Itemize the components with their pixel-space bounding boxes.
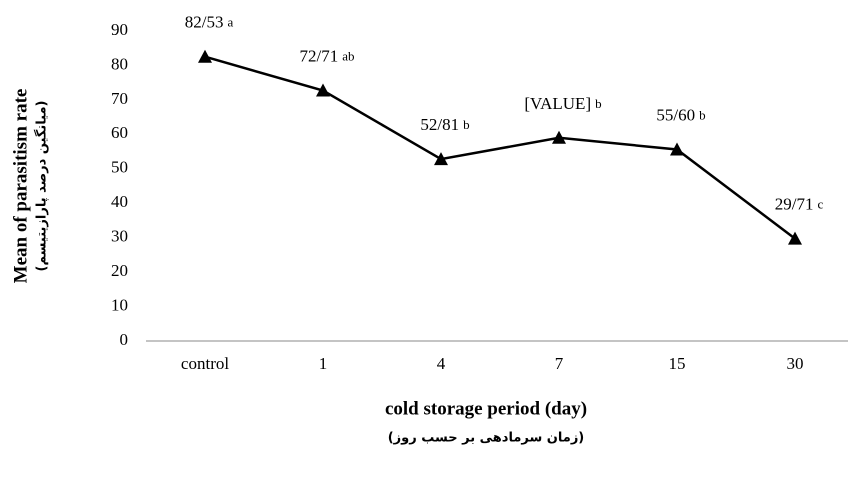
y-tick-label: 70 (111, 89, 128, 108)
y-tick-label: 0 (120, 330, 129, 349)
x-tick-label: 7 (555, 354, 564, 373)
x-tick-label: 15 (669, 354, 686, 373)
y-tick-label: 30 (111, 227, 128, 246)
marker (788, 231, 802, 245)
y-tick-label: 90 (111, 20, 128, 39)
y-axis-subtitle: (میانگین درصد پارازیتیسم) (34, 101, 50, 272)
y-tick-label: 10 (111, 295, 128, 314)
x-tick-label: 1 (319, 354, 328, 373)
letter-label: c (817, 197, 823, 212)
letter-label: b (595, 96, 602, 111)
x-tick-label: control (181, 354, 229, 373)
letter-label: a (227, 15, 233, 30)
marker (670, 142, 684, 156)
value-label: 52/81 (420, 115, 459, 134)
data-label: [VALUE] b (524, 94, 601, 113)
y-tick-label: 40 (111, 192, 128, 211)
marker (316, 83, 330, 97)
marker (198, 49, 212, 63)
x-tick-label: 30 (787, 354, 804, 373)
x-axis-title: cold storage period (day) (385, 398, 587, 419)
y-tick-label: 50 (111, 158, 128, 177)
line (204, 55, 796, 240)
value-label: 55/60 (656, 105, 695, 124)
y-tick-label: 20 (111, 261, 128, 280)
value-label: 72/71 (299, 46, 338, 65)
value-label: 29/71 (775, 195, 814, 214)
value-label: 82/53 (185, 13, 224, 32)
data-label: 72/71 ab (299, 46, 354, 65)
value-label: [VALUE] (524, 94, 591, 113)
y-tick-label: 60 (111, 123, 128, 142)
data-label: 29/71 c (775, 195, 824, 214)
letter-label: ab (342, 49, 354, 64)
marker (552, 130, 566, 144)
data-label: 52/81 b (420, 115, 469, 134)
letter-label: b (699, 107, 706, 122)
letter-label: b (463, 117, 470, 132)
data-label: 55/60 b (656, 105, 705, 124)
y-tick-label: 80 (111, 54, 128, 73)
marker (434, 152, 448, 166)
y-axis-title: Mean of parasitism rate (10, 89, 31, 284)
data-label: 82/53 a (185, 13, 234, 32)
x-axis-subtitle: (زمان سرمادهی بر حسب روز) (388, 431, 585, 446)
x-tick-label: 4 (437, 354, 446, 373)
